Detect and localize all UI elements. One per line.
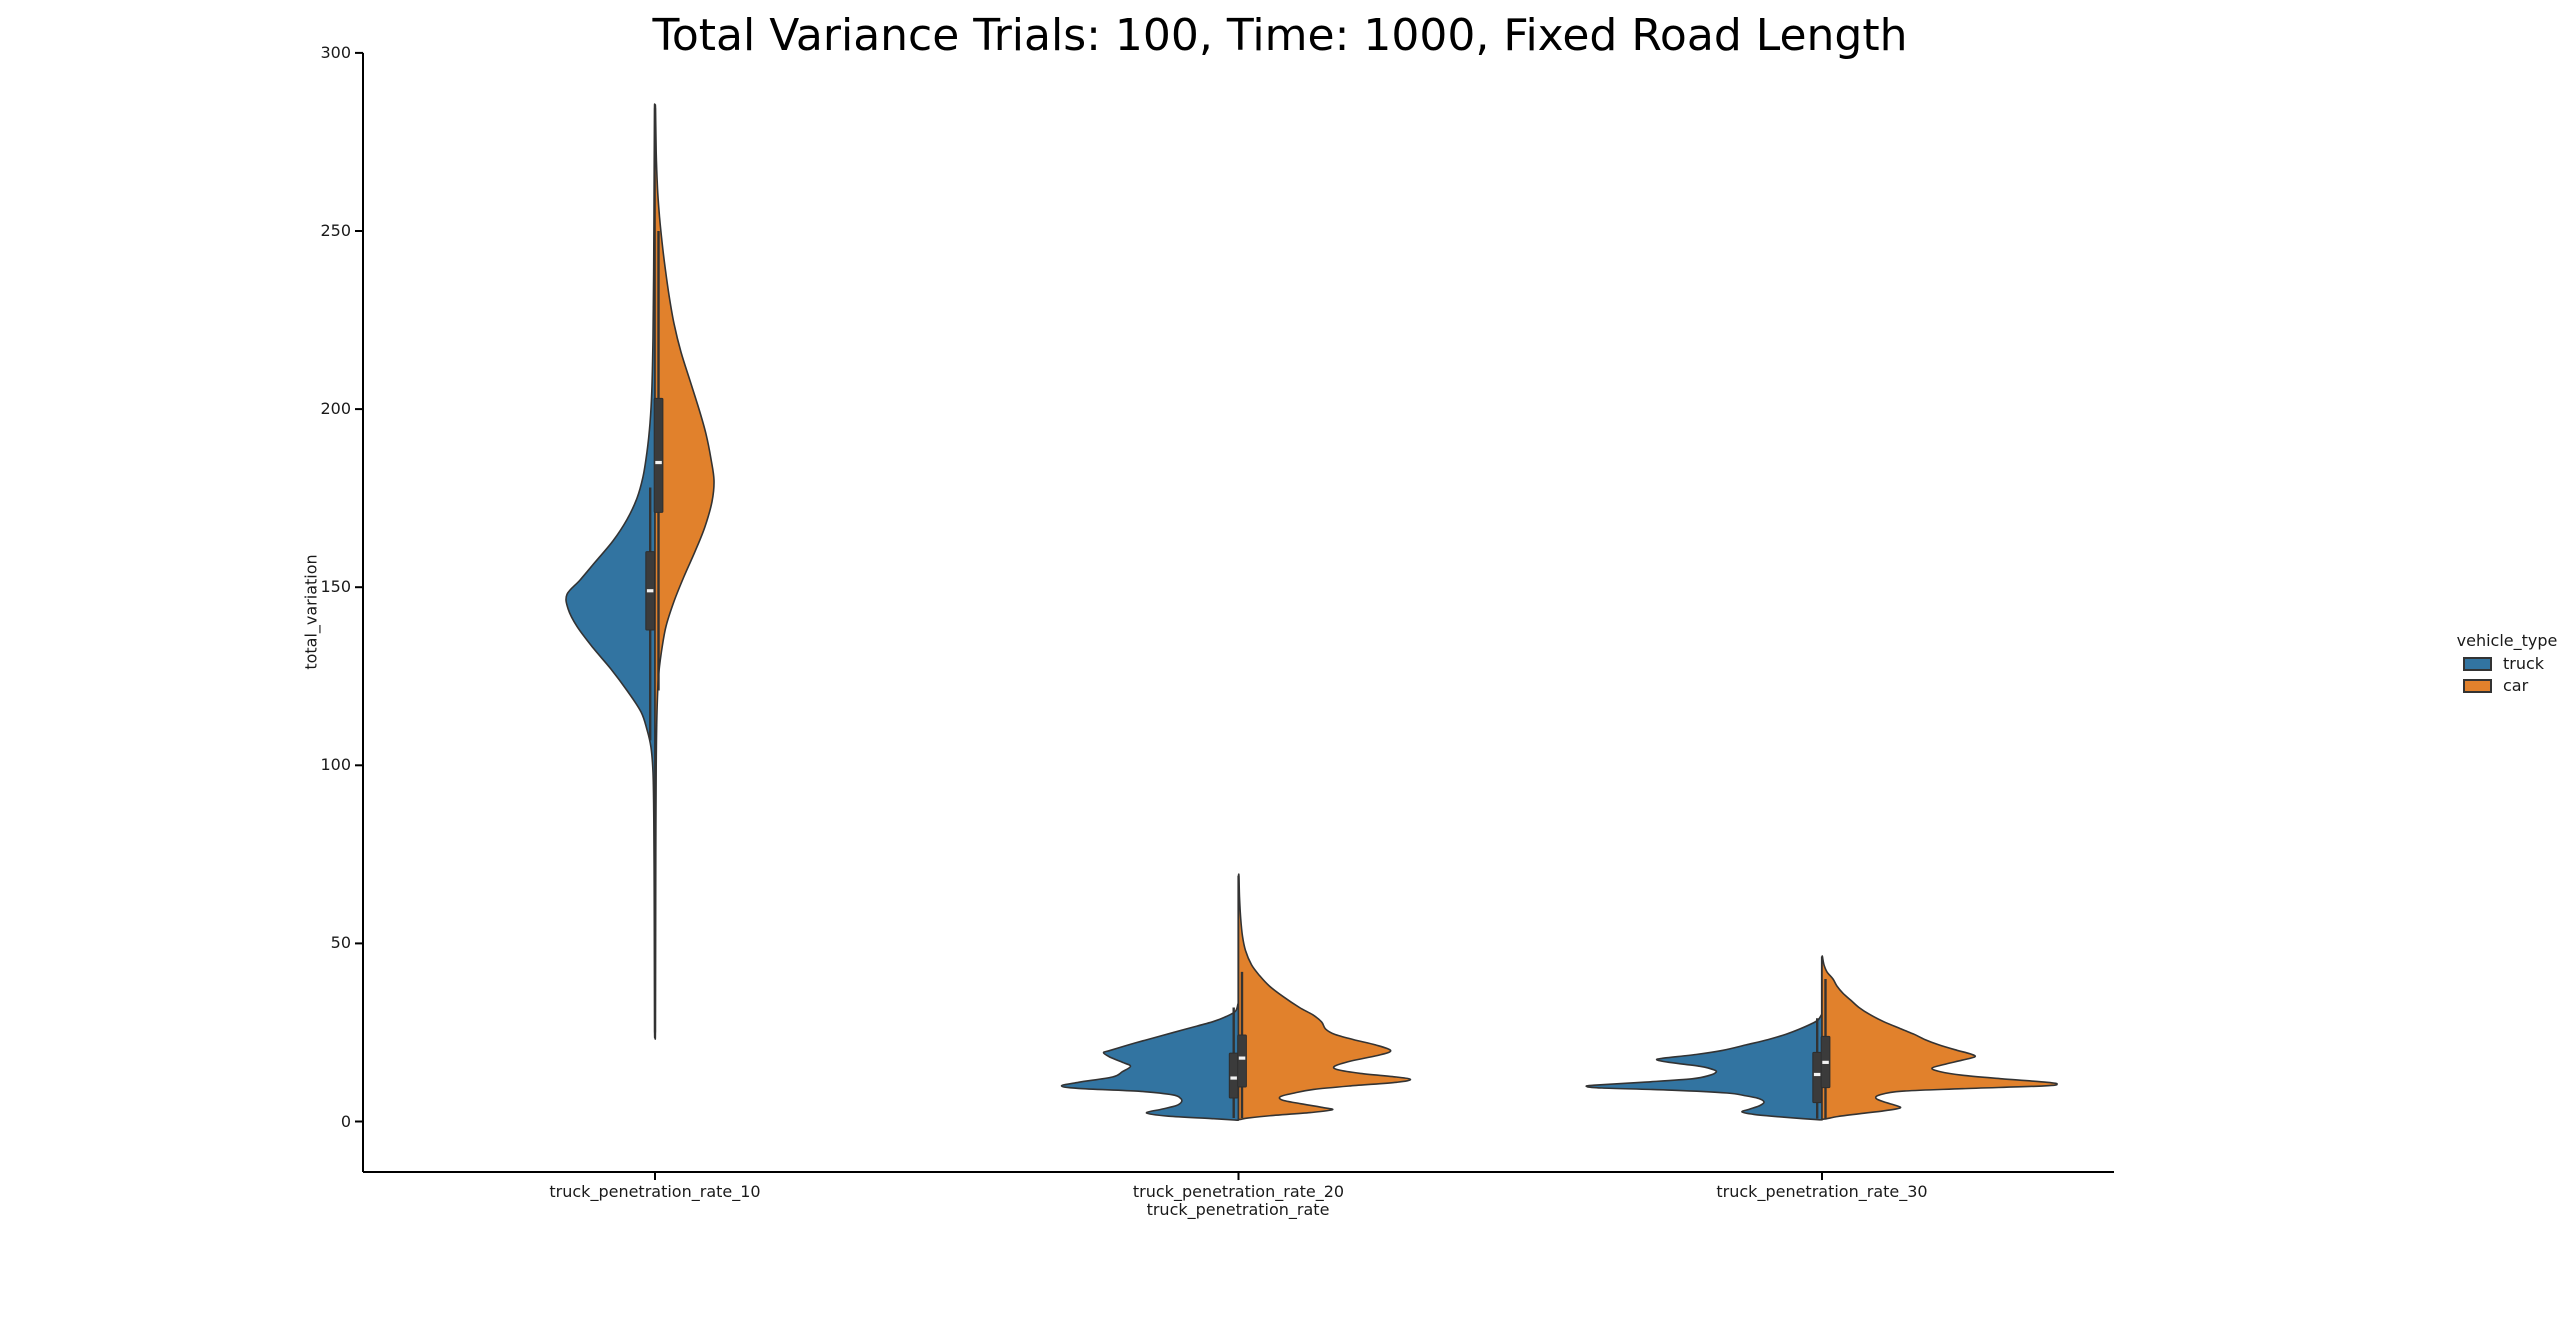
legend-label-truck: truck bbox=[2503, 654, 2545, 673]
violin-half-car-3 bbox=[1821, 955, 2058, 1120]
legend-title: vehicle_type bbox=[2456, 631, 2558, 650]
legend: vehicle_type truck car bbox=[2454, 631, 2560, 695]
violin-half-truck-3 bbox=[1585, 1013, 1823, 1121]
x-category-label-3: truck_penetration_rate_30 bbox=[1716, 1182, 1928, 1201]
median-tick-truck bbox=[646, 589, 654, 593]
violin-half-truck-2 bbox=[1060, 1002, 1240, 1121]
car-color-swatch bbox=[2463, 678, 2492, 693]
median-tick-truck bbox=[1813, 1072, 1821, 1077]
y-tick-label-50: 50 bbox=[330, 933, 351, 953]
y-axis-label: total_variation bbox=[301, 554, 321, 670]
y-tick-label-250: 250 bbox=[320, 221, 351, 240]
violin-half-car-1 bbox=[654, 104, 715, 1040]
median-tick-car bbox=[1822, 1060, 1829, 1064]
box-car bbox=[1237, 1034, 1247, 1088]
violin-half-truck-1 bbox=[565, 103, 656, 1039]
y-tick-label-300: 300 bbox=[320, 42, 351, 62]
legend-item-car: car bbox=[2454, 676, 2560, 695]
truck-color-swatch bbox=[2463, 656, 2492, 671]
median-tick-car bbox=[1238, 1056, 1246, 1060]
legend-item-truck: truck bbox=[2454, 654, 2560, 673]
violin-half-car-2 bbox=[1237, 873, 1412, 1121]
y-tick-label-150: 150 bbox=[320, 577, 351, 597]
box-truck bbox=[1812, 1051, 1823, 1104]
chart-title: Total Variance Trials: 100, Time: 1000, … bbox=[652, 10, 1908, 61]
box-car bbox=[653, 397, 664, 513]
x-axis-label: truck_penetration_rate bbox=[1146, 1200, 1330, 1219]
y-tick-label-100: 100 bbox=[320, 755, 351, 775]
median-tick-car bbox=[655, 460, 662, 465]
legend-label-car: car bbox=[2503, 676, 2529, 695]
y-tick-label-0: 0 bbox=[340, 1111, 351, 1131]
y-tick-label-200: 200 bbox=[320, 399, 351, 419]
x-category-label-2: truck_penetration_rate_20 bbox=[1132, 1182, 1345, 1201]
x-category-label-1: truck_penetration_rate_10 bbox=[549, 1182, 761, 1201]
box-truck bbox=[1228, 1052, 1239, 1099]
median-tick-truck bbox=[1230, 1076, 1237, 1080]
